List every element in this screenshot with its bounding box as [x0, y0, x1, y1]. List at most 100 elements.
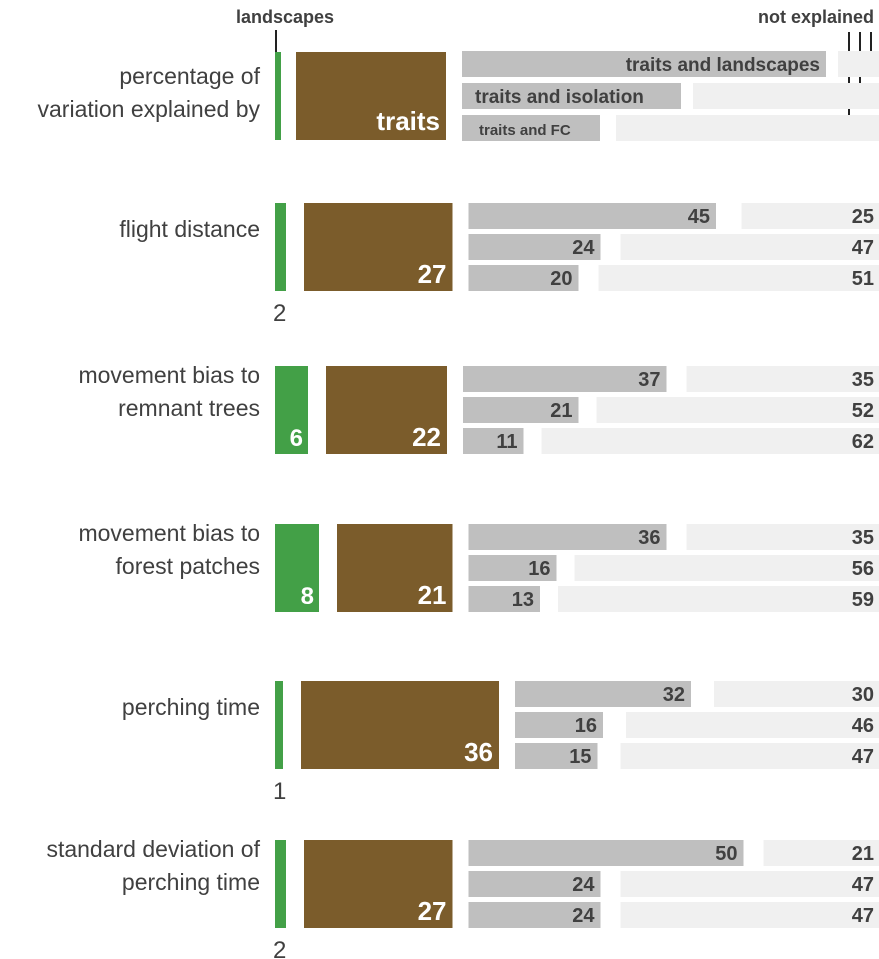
legend: landscapes not explained percentage of vari…	[38, 7, 879, 141]
landscapes-value: 2	[273, 300, 286, 327]
not-explained-value: 59	[852, 589, 874, 611]
explained-value: 24	[572, 905, 595, 927]
traits-bar	[304, 203, 453, 291]
landscapes-value: 8	[301, 583, 314, 610]
explained-value: 45	[688, 206, 710, 228]
not-explained-value: 51	[852, 268, 874, 290]
traits-value: 27	[418, 896, 447, 926]
legend-not-explained-bar-1	[838, 51, 879, 77]
not-explained-bar	[686, 524, 879, 550]
traits-value: 21	[418, 580, 447, 610]
not-explained-bar	[620, 743, 879, 769]
explained-value: 24	[572, 237, 595, 259]
not-explained-value: 25	[852, 206, 874, 228]
landscapes-value: 6	[290, 425, 303, 452]
explained-value: 15	[569, 746, 591, 768]
landscapes-value: 1	[273, 778, 286, 805]
explained-value: 16	[528, 558, 550, 580]
legend-combined-bar-3	[462, 115, 600, 141]
row-label: perching time	[122, 694, 260, 720]
row-label-line2: remnant trees	[118, 395, 260, 421]
explained-bar	[463, 397, 579, 423]
explained-value: 50	[715, 843, 737, 865]
not-explained-bar	[741, 203, 879, 229]
not-explained-bar	[620, 902, 879, 928]
traits-bar	[304, 840, 453, 928]
legend-combined-label-2: traits and isolation	[475, 87, 644, 108]
row-5: standard deviation of perching time 2 27 50 2…	[46, 836, 879, 959]
landscapes-bar	[275, 203, 286, 291]
legend-landscapes-label: landscapes	[236, 7, 334, 27]
not-explained-bar	[598, 265, 879, 291]
traits-bar	[301, 681, 499, 769]
row-label-line1: movement bias to	[78, 520, 260, 546]
not-explained-value: 30	[852, 684, 874, 706]
combined-row-2: 21 52	[463, 397, 879, 423]
legend-not-explained-label: not explained	[758, 7, 874, 27]
combined-row-2: 16 46	[515, 712, 879, 738]
explained-value: 32	[663, 684, 685, 706]
explained-bar	[468, 586, 540, 612]
legend-traits-label: traits	[376, 106, 440, 136]
not-explained-value: 47	[852, 237, 874, 259]
traits-value: 27	[418, 259, 447, 289]
row-2: movement bias to remnant trees 6 22 37 35 21 52…	[78, 362, 879, 454]
explained-bar	[468, 265, 579, 291]
traits-bar	[337, 524, 453, 612]
explained-bar	[468, 902, 601, 928]
explained-bar	[463, 366, 667, 392]
not-explained-bar	[626, 712, 879, 738]
explained-bar	[468, 524, 667, 550]
row-label-line1: standard deviation of	[46, 836, 260, 862]
not-explained-value: 47	[852, 905, 874, 927]
explained-value: 13	[512, 589, 534, 611]
explained-value: 37	[638, 369, 660, 391]
row-label-line2: perching time	[122, 869, 260, 895]
legend-not-explained-bar-2	[693, 83, 879, 109]
traits-bar	[326, 366, 447, 454]
not-explained-value: 52	[852, 400, 874, 422]
landscapes-bar	[275, 840, 286, 928]
combined-row-2: 16 56	[468, 555, 879, 581]
not-explained-value: 35	[852, 527, 874, 549]
not-explained-value: 21	[852, 843, 874, 865]
not-explained-value: 47	[852, 746, 874, 768]
not-explained-value: 46	[852, 715, 874, 737]
legend-combined-bar-1	[462, 51, 826, 77]
explained-value: 11	[496, 431, 517, 453]
explained-value: 21	[550, 400, 572, 422]
legend-combined-label-3: traits and FC	[479, 122, 571, 139]
not-explained-bar	[620, 234, 879, 260]
legend-row-label-line2: variation explained by	[38, 96, 261, 122]
combined-row-3: 13 59	[468, 586, 879, 612]
not-explained-bar	[714, 681, 879, 707]
row-label-line2: forest patches	[116, 553, 260, 579]
combined-row-2: 24 47	[468, 234, 879, 260]
not-explained-bar	[596, 397, 879, 423]
not-explained-value: 56	[852, 558, 874, 580]
traits-value: 22	[412, 422, 441, 452]
explained-bar	[468, 840, 744, 866]
not-explained-value: 35	[852, 369, 874, 391]
explained-bar	[515, 681, 691, 707]
traits-value: 36	[464, 737, 493, 767]
explained-bar	[468, 555, 557, 581]
not-explained-bar	[574, 555, 879, 581]
explained-bar	[468, 234, 601, 260]
legend-traits-bar	[296, 52, 446, 140]
explained-bar	[463, 428, 524, 454]
combined-row-3: 15 47	[515, 743, 879, 769]
explained-bar	[468, 871, 601, 897]
combined-row-2: 24 47	[468, 871, 879, 897]
combined-row-3: 11 62	[463, 428, 879, 454]
landscapes-bar	[275, 366, 308, 454]
explained-value: 24	[572, 874, 595, 896]
landscapes-bar	[275, 524, 319, 612]
not-explained-bar	[541, 428, 879, 454]
row-label-line1: movement bias to	[78, 362, 260, 388]
